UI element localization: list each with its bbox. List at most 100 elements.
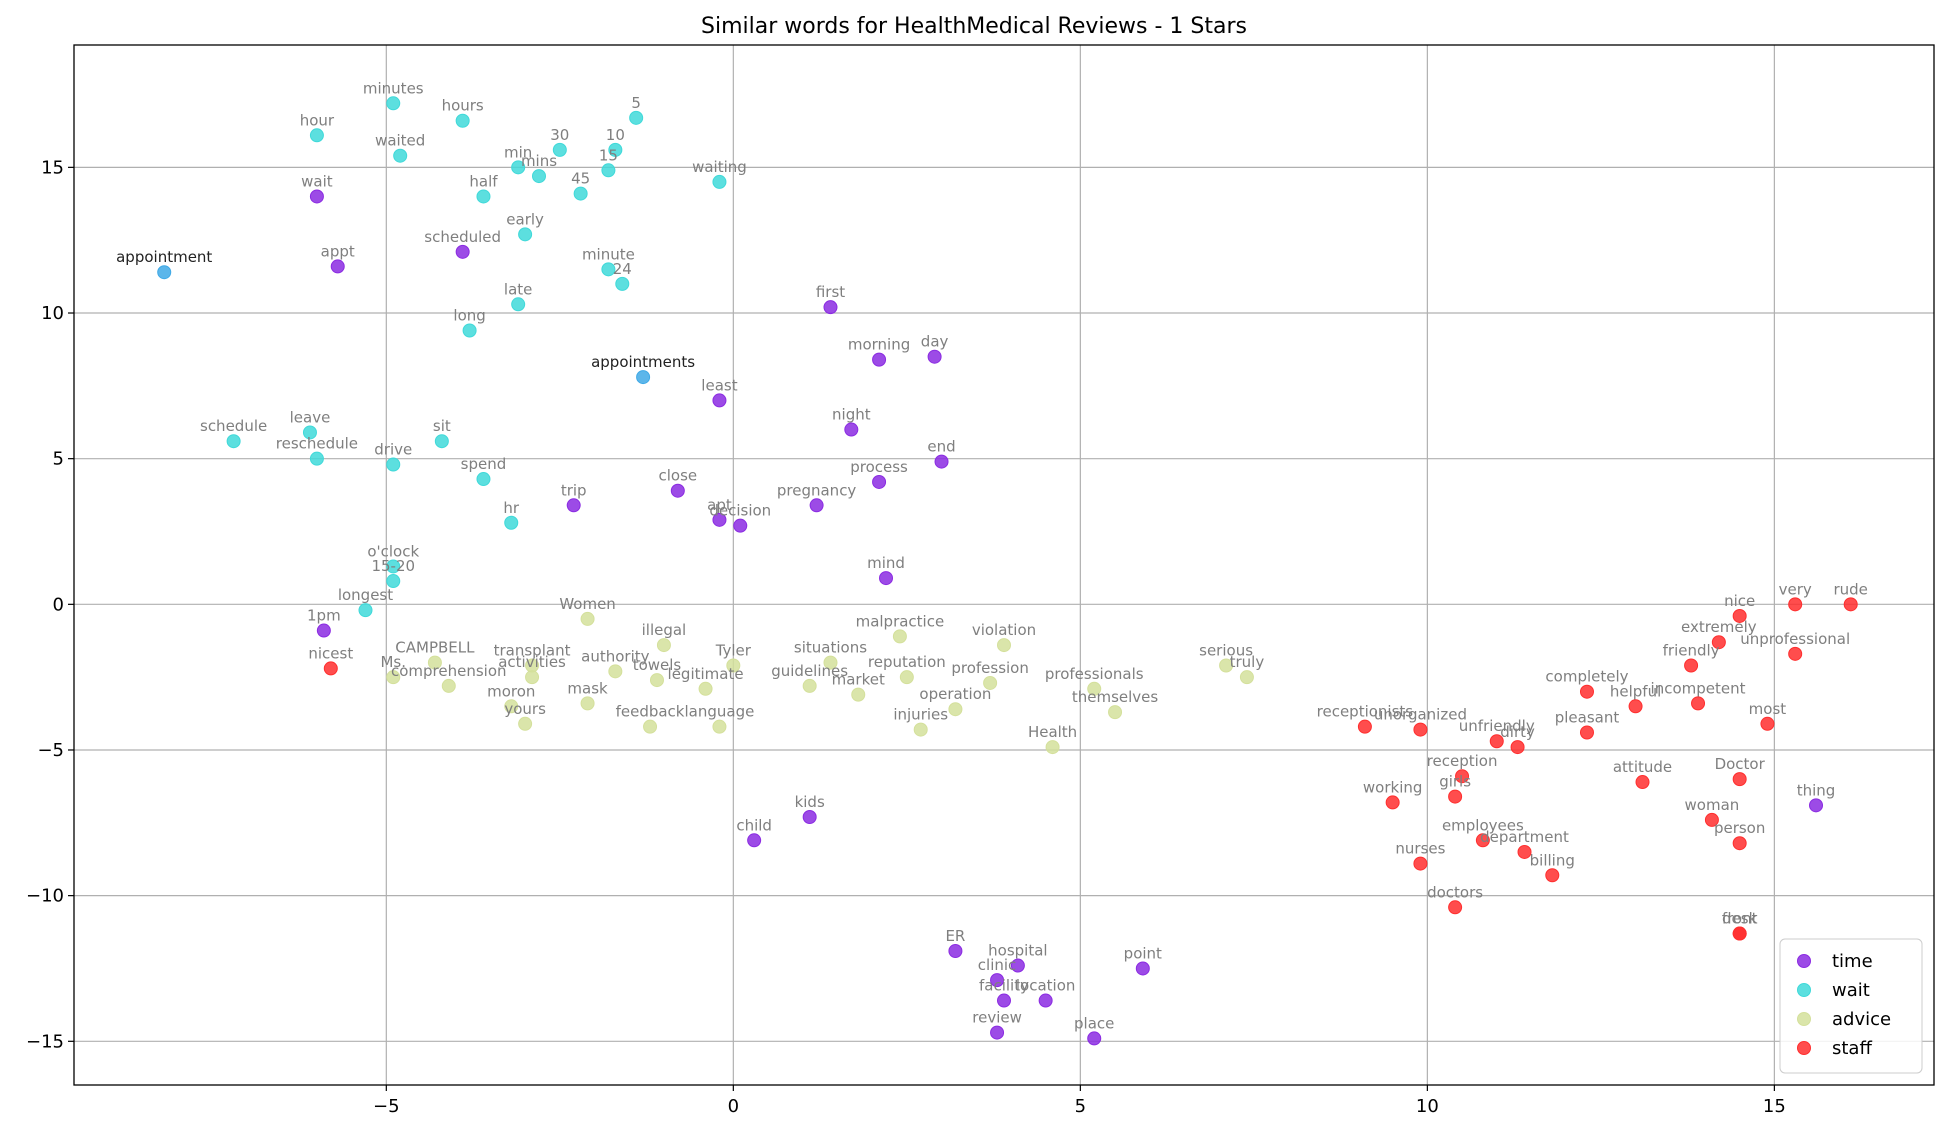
- scatter-point: [643, 719, 658, 734]
- point-label: kids: [795, 793, 825, 811]
- scatter-point: [1809, 798, 1824, 813]
- scatter-point: [636, 370, 651, 385]
- point-label: min: [504, 143, 532, 161]
- scatter-point: [948, 943, 963, 958]
- point-label: o'clock: [367, 542, 419, 560]
- scatter-point: [427, 655, 442, 670]
- point-label: long: [453, 306, 485, 324]
- scatter-point: [1087, 1031, 1102, 1046]
- point-label: first: [816, 283, 845, 301]
- x-tick-label: 5: [1075, 1096, 1086, 1117]
- point-label: serious: [1199, 642, 1253, 660]
- scatter-point: [844, 422, 859, 437]
- point-label: morning: [848, 336, 910, 354]
- scatter-point: [1788, 597, 1803, 612]
- scatter-point: [1691, 696, 1706, 711]
- scatter-point: [504, 699, 519, 714]
- point-label: hour: [300, 111, 335, 129]
- scatter-point: [1684, 658, 1699, 673]
- scatter-point: [330, 259, 345, 274]
- point-label: mind: [867, 554, 905, 572]
- point-label: feedback: [616, 703, 685, 721]
- legend-label: wait: [1832, 980, 1870, 1001]
- data-points: [157, 96, 1858, 1046]
- legend-marker: [1797, 983, 1811, 997]
- scatter-point: [1108, 705, 1123, 720]
- scatter-point: [476, 472, 491, 487]
- legend-label: time: [1832, 951, 1873, 972]
- point-label: reception: [1427, 752, 1498, 770]
- point-label: apt: [707, 496, 732, 514]
- scatter-point: [386, 457, 401, 472]
- scatter-point: [809, 498, 824, 513]
- y-tick-label: −10: [26, 886, 64, 907]
- point-label: thing: [1797, 781, 1836, 799]
- point-label: working: [1363, 778, 1423, 796]
- point-label: rude: [1833, 580, 1867, 598]
- point-label: nice: [1724, 592, 1755, 610]
- scatter-point: [552, 142, 567, 157]
- point-label: violation: [972, 621, 1036, 639]
- point-label: Ms.: [380, 653, 406, 671]
- point-label: spend: [461, 455, 507, 473]
- point-label: wait: [301, 172, 333, 190]
- scatter-point: [455, 244, 470, 259]
- point-label: completely: [1545, 668, 1628, 686]
- scatter-point: [629, 110, 644, 125]
- point-label: doctors: [1427, 883, 1483, 901]
- scatter-point: [712, 174, 727, 189]
- scatter-point: [386, 96, 401, 111]
- scatter-point: [518, 716, 533, 731]
- point-label: guidelines: [771, 662, 848, 680]
- point-label: unorganized: [1374, 706, 1467, 724]
- point-label: most: [1749, 700, 1787, 718]
- point-label: Doctor: [1715, 755, 1766, 773]
- point-label: girls: [1439, 773, 1471, 791]
- point-label: waited: [375, 132, 425, 150]
- point-label: 5: [631, 94, 641, 112]
- scatter-point: [504, 515, 519, 530]
- point-label: market: [832, 671, 885, 689]
- point-label: night: [832, 406, 871, 424]
- point-label: injuries: [893, 706, 948, 724]
- scatter-point: [726, 658, 741, 673]
- point-label: longest: [338, 586, 393, 604]
- scatter-point: [302, 425, 317, 440]
- scatter-point: [1732, 608, 1747, 623]
- point-label: process: [850, 458, 908, 476]
- point-label: schedule: [200, 417, 267, 435]
- point-label: themselves: [1072, 688, 1159, 706]
- point-label: illegal: [642, 621, 687, 639]
- scatter-point: [608, 664, 623, 679]
- point-label: person: [1714, 819, 1765, 837]
- scatter-point: [670, 483, 685, 498]
- point-label: point: [1124, 944, 1162, 962]
- scatter-point: [1010, 958, 1025, 973]
- scatter-point: [511, 160, 526, 175]
- legend-box: [1779, 938, 1923, 1074]
- scatter-point: [712, 393, 727, 408]
- point-label: close: [658, 467, 697, 485]
- scatter-point: [1045, 740, 1060, 755]
- scatter-point: [1455, 769, 1470, 784]
- point-labels: wait appt scheduled first morning day least nig…: [116, 79, 1868, 1032]
- scatter-point: [656, 638, 671, 653]
- point-label: Women: [559, 595, 615, 613]
- y-tick-label: 0: [53, 594, 64, 615]
- scatter-point: [927, 349, 942, 364]
- scatter-point: [1760, 716, 1775, 731]
- point-label: friendly: [1663, 642, 1720, 660]
- scatter-point: [649, 673, 664, 688]
- scatter-point: [990, 1025, 1005, 1040]
- point-label: department: [1480, 828, 1569, 846]
- scatter-point: [1843, 597, 1858, 612]
- scatter-point: [892, 629, 907, 644]
- point-label: desk: [1722, 910, 1758, 928]
- point-label: unprofessional: [1740, 630, 1850, 648]
- point-label: minutes: [363, 79, 424, 97]
- scatter-point: [608, 142, 623, 157]
- point-label: receptionists: [1317, 703, 1414, 721]
- point-label: transplant: [494, 642, 571, 660]
- legend-label: staff: [1832, 1038, 1872, 1059]
- scatter-point: [157, 265, 172, 280]
